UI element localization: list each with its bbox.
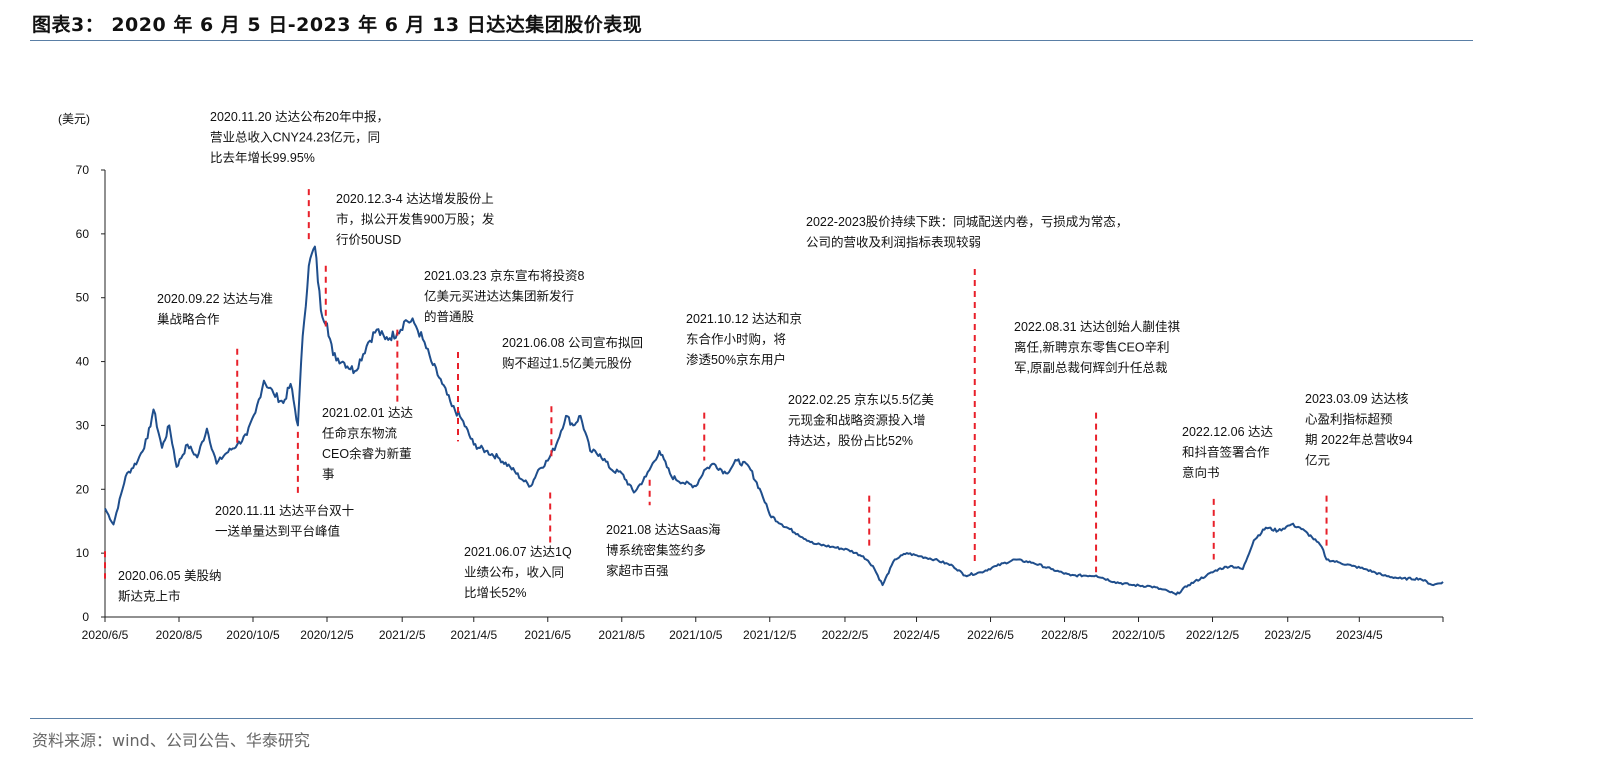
annotation-text: 一送单量达到平台峰值 xyxy=(215,524,340,539)
y-tick-label: 0 xyxy=(82,610,89,624)
annotation: 2022.08.31 达达创始人蒯佳祺离任,新聘京东零售CEO辛利军,原副总裁何… xyxy=(1014,320,1181,573)
annotation-text: 和抖音签署合作 xyxy=(1182,445,1270,460)
annotation-text: 2022-2023股价持续下跌：同城配送内卷，亏损成为常态， xyxy=(806,214,1128,229)
annotation-text: 公司的营收及利润指标表现较弱 xyxy=(806,235,981,250)
annotation-text: 军,原副总裁何辉剑升任总裁 xyxy=(1014,360,1167,375)
annotation: 2022-2023股价持续下跌：同城配送内卷，亏损成为常态， 公司的营收及利润指标… xyxy=(806,214,1128,563)
annotation-text: 元现金和战略资源投入增 xyxy=(788,413,926,428)
x-tick-label: 2022/2/5 xyxy=(822,628,869,642)
annotation-text: 业绩公布，收入同 xyxy=(464,566,564,580)
x-tick-label: 2020/10/5 xyxy=(226,628,280,642)
annotation-text: 2020.11.20 达达公布20年中报， xyxy=(210,109,389,124)
annotation-text: 东合作小时购，将 xyxy=(686,332,786,347)
annotation-text: 2022.02.25 京东以5.5亿美 xyxy=(788,392,934,407)
x-tick-label: 2021/4/5 xyxy=(450,628,497,642)
x-tick-label: 2020/6/5 xyxy=(82,628,129,642)
x-tick-label: 2020/8/5 xyxy=(156,628,203,642)
annotation-text: 离任,新聘京东零售CEO辛利 xyxy=(1014,340,1170,355)
annotation-text: 渗透50%京东用户 xyxy=(686,352,786,367)
annotation-text: 2020.12.3-4 达达增发股份上 xyxy=(336,191,494,206)
annotation-text: 市，拟公开发售900万股；发 xyxy=(336,212,495,227)
annotation-text: 博系统密集签约多 xyxy=(606,543,706,558)
annotation-text: 2022.12.06 达达 xyxy=(1182,425,1274,439)
x-tick-label: 2021/8/5 xyxy=(598,628,645,642)
annotation-text: 2021.02.01 达达 xyxy=(322,406,414,420)
annotation-text: 事 xyxy=(322,468,335,482)
x-tick-label: 2022/10/5 xyxy=(1112,628,1166,642)
y-axis-unit-label: (美元) xyxy=(58,112,90,126)
x-tick-label: 2021/6/5 xyxy=(524,628,571,642)
y-tick-label: 20 xyxy=(76,482,90,496)
y-tick-label: 70 xyxy=(76,163,90,177)
y-tick-label: 50 xyxy=(76,291,90,305)
x-tick-label: 2021/2/5 xyxy=(379,628,426,642)
figure-title: 图表3： 2020 年 6 月 5 日-2023 年 6 月 13 日达达集团股… xyxy=(32,14,643,36)
annotation-text: 期 2022年总营收94 xyxy=(1305,433,1413,447)
annotation-text: 任命京东物流 xyxy=(322,426,398,441)
annotation-text: 意向书 xyxy=(1182,465,1220,480)
annotation-text: 比增长52% xyxy=(464,585,527,600)
annotation-text: 的普通股 xyxy=(424,309,475,324)
annotation-text: 斯达克上市 xyxy=(118,589,181,604)
price-line xyxy=(104,245,1444,596)
annotation-text: 比去年增长99.95% xyxy=(210,150,315,165)
annotation-text: 2020.09.22 达达与准 xyxy=(157,292,273,306)
annotation-text: 营业总收入CNY24.23亿元，同 xyxy=(210,130,380,145)
x-tick-label: 2023/4/5 xyxy=(1336,628,1383,642)
annotation-text: CEO余睿为新董 xyxy=(322,446,412,461)
annotation-text: 2021.03.23 京东宣布将投资8 xyxy=(424,268,585,283)
annotation-text: 家超市百强 xyxy=(606,563,669,578)
annotation-text: 持达达，股份占比52% xyxy=(788,433,913,448)
x-tick-label: 2022/4/5 xyxy=(893,628,940,642)
annotation-text: 2021.10.12 达达和京 xyxy=(686,312,802,326)
annotation-text: 行价50USD xyxy=(336,233,401,247)
y-tick-label: 60 xyxy=(76,227,90,241)
top-rule xyxy=(30,40,1473,41)
annotation-text: 2020.06.05 美股纳 xyxy=(118,569,222,583)
annotation-text: 2021.08 达达Saas海 xyxy=(606,522,721,537)
y-tick-label: 40 xyxy=(76,355,90,369)
y-tick-label: 30 xyxy=(76,418,90,432)
annotation-text: 亿美元买进达达集团新发行 xyxy=(424,289,574,304)
x-tick-label: 2022/12/5 xyxy=(1186,628,1240,642)
y-tick-label: 10 xyxy=(76,546,90,560)
annotation-text: 2023.03.09 达达核 xyxy=(1305,392,1409,406)
stock-price-chart: 0 10 20 30 40 50 60 70 2020/6/5 2020/8/5 2020/10/5… xyxy=(58,109,1444,642)
annotation-text: 2020.11.11 达达平台双十 xyxy=(215,503,354,518)
x-tick-label: 2021/10/5 xyxy=(669,628,723,642)
annotation-text: 2021.06.08 公司宣布拟回 xyxy=(502,335,643,350)
price-series xyxy=(104,245,1444,596)
chart-axes: 0 10 20 30 40 50 60 70 2020/6/5 2020/8/5 2020/10/5… xyxy=(76,163,1444,642)
annotation-text: 购不超过1.5亿美元股份 xyxy=(502,356,632,371)
x-tick-label: 2022/8/5 xyxy=(1041,628,1088,642)
x-tick-label: 2020/12/5 xyxy=(300,628,354,642)
annotation-text: 巢战略合作 xyxy=(157,312,220,327)
x-tick-label: 2022/6/5 xyxy=(967,628,1014,642)
x-tick-label: 2021/12/5 xyxy=(743,628,797,642)
annotation-text: 亿元 xyxy=(1305,453,1330,468)
annotation: 2022.02.25 京东以5.5亿美元现金和战略资源投入增持达达，股份占比52… xyxy=(788,392,934,547)
annotation-text: 心盈利指标超预 xyxy=(1305,412,1393,427)
x-tick-label: 2023/2/5 xyxy=(1264,628,1311,642)
annotation-text: 2022.08.31 达达创始人蒯佳祺 xyxy=(1014,320,1181,334)
bottom-rule xyxy=(30,718,1473,719)
annotation: 2020.11.20 达达公布20年中报， 营业总收入CNY24.23亿元，同比去… xyxy=(210,109,389,244)
annotation-text: 2021.06.07 达达1Q xyxy=(464,545,572,559)
source-note: 资料来源：wind、公司公告、华泰研究 xyxy=(32,731,310,750)
